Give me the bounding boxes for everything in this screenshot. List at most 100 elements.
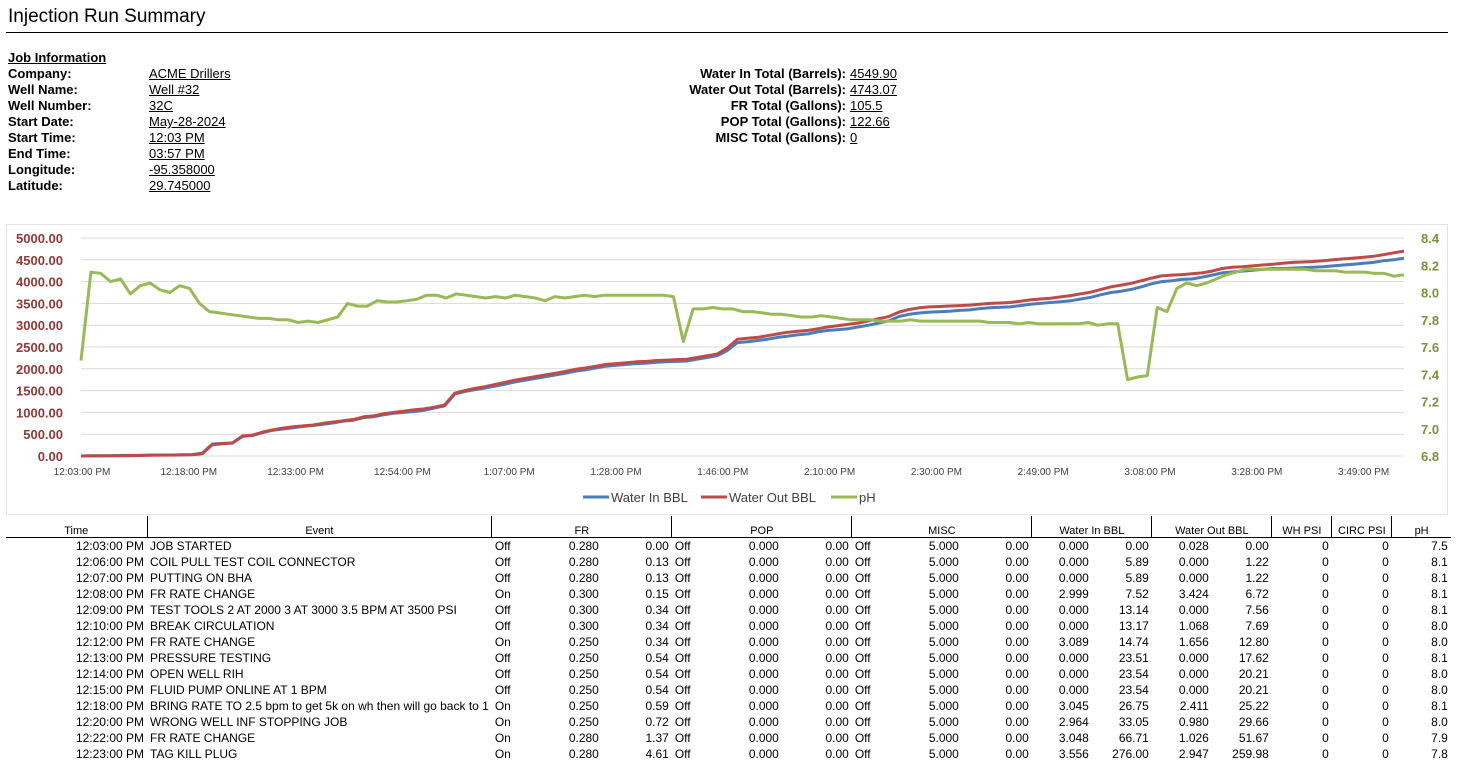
table-cell: 7.56 — [1245, 603, 1269, 617]
total-value[interactable]: 122.66 — [850, 114, 890, 129]
table-cell: 8.1 — [1431, 651, 1448, 665]
table-row: 12:15:00 PM FLUID PUMP ONLINE AT 1 BPM Off… — [6, 682, 1451, 698]
table-row: 12:13:00 PM PRESSURE TESTING Off 0.250 0.54 O… — [6, 650, 1451, 666]
table-cell: 1.22 — [1245, 555, 1269, 569]
table-cell: 0.00 — [825, 683, 849, 697]
x-tick-label: 3:28:00 PM — [1231, 467, 1282, 478]
y-right-tick-label: 7.0 — [1421, 422, 1439, 437]
table-cell: 12:10:00 PM — [75, 619, 144, 633]
job-field-value[interactable]: 29.745000 — [149, 178, 211, 193]
table-cell: Off — [674, 587, 691, 601]
table-cell: 0.300 — [568, 619, 599, 633]
table-cell: 12:14:00 PM — [75, 667, 144, 681]
table-cell: 0.00 — [825, 571, 849, 585]
y-right-tick-label: 6.8 — [1421, 449, 1439, 464]
table-cell: PRESSURE TESTING — [150, 651, 272, 665]
table-row: 12:06:00 PM COIL PULL TEST COIL CONNECTOR… — [6, 554, 1451, 570]
total-value[interactable]: 4743.07 — [850, 82, 897, 97]
table-cell: Off — [674, 747, 691, 761]
job-field-value[interactable]: Well #32 — [149, 82, 200, 97]
table-cell: JOB STARTED — [150, 539, 232, 553]
table-cell: 0 — [1382, 635, 1389, 649]
job-field-value[interactable]: ACME Drillers — [149, 66, 231, 81]
table-cell: Off — [854, 715, 871, 729]
table-cell: 0.000 — [748, 539, 779, 553]
job-information: Job Information Company: ACME Drillers Wel… — [8, 50, 231, 194]
y-right-tick-label: 7.8 — [1421, 313, 1439, 328]
table-cell: 5.000 — [928, 683, 959, 697]
table-cell: 2.947 — [1178, 747, 1209, 761]
table-cell: 0.000 — [1058, 603, 1089, 617]
table-cell: 5.89 — [1125, 555, 1149, 569]
job-field-value[interactable]: May-28-2024 — [149, 114, 226, 129]
table-cell: 0.00 — [1005, 731, 1029, 745]
table-cell: 0.00 — [825, 651, 849, 665]
table-cell: WRONG WELL INF STOPPING JOB — [150, 715, 348, 729]
job-field-value[interactable]: 12:03 PM — [149, 130, 205, 145]
table-cell: 0.00 — [825, 715, 849, 729]
table-cell: 1.37 — [645, 731, 669, 745]
table-cell: 7.69 — [1245, 619, 1269, 633]
total-value[interactable]: 0 — [850, 130, 858, 145]
table-cell: 0.00 — [825, 635, 849, 649]
table-row: 12:12:00 PM FR RATE CHANGE On 0.250 0.34 Off 0… — [6, 634, 1451, 650]
table-cell: 5.000 — [928, 699, 959, 713]
column-header: Event — [146, 516, 492, 538]
table-cell: Off — [674, 539, 691, 553]
job-field-value[interactable]: 03:57 PM — [149, 146, 205, 161]
table-cell: 7.8 — [1431, 747, 1448, 761]
table-cell: 0 — [1322, 571, 1329, 585]
title-divider — [6, 32, 1448, 33]
table-cell: 8.1 — [1431, 699, 1448, 713]
table-cell: 0.00 — [1005, 555, 1029, 569]
job-field-row: Well Name: Well #32 — [8, 82, 231, 98]
x-tick-label: 3:49:00 PM — [1338, 467, 1389, 478]
table-cell: 12:20:00 PM — [75, 715, 144, 729]
job-field-value[interactable]: -95.358000 — [149, 162, 215, 177]
table-cell: 1.068 — [1178, 619, 1209, 633]
table-cell: Off — [494, 539, 511, 553]
table-cell: 0.00 — [1005, 603, 1029, 617]
x-tick-label: 12:18:00 PM — [160, 467, 217, 478]
table-cell: 0.000 — [748, 619, 779, 633]
table-cell: 0.00 — [1125, 539, 1149, 553]
table-cell: Off — [854, 619, 871, 633]
table-cell: Off — [854, 635, 871, 649]
table-cell: On — [494, 715, 511, 729]
total-row: MISC Total (Gallons): 0 — [650, 130, 897, 146]
table-row: 12:22:00 PM FR RATE CHANGE On 0.280 1.37 Off 0… — [6, 730, 1451, 746]
table-cell: Off — [854, 651, 871, 665]
table-cell: 25.22 — [1238, 699, 1269, 713]
table-cell: 5.000 — [928, 619, 959, 633]
total-row: POP Total (Gallons): 122.66 — [650, 114, 897, 130]
table-cell: 8.1 — [1431, 555, 1448, 569]
table-cell: 0.00 — [825, 587, 849, 601]
table-cell: 0.280 — [568, 747, 599, 761]
total-value[interactable]: 105.5 — [850, 98, 883, 113]
table-cell: 7.9 — [1431, 731, 1448, 745]
table-cell: 0 — [1382, 619, 1389, 633]
job-field-value[interactable]: 32C — [149, 98, 173, 113]
job-field-row: Company: ACME Drillers — [8, 66, 231, 82]
table-cell: TEST TOOLS 2 AT 2000 3 AT 3000 3.5 BPM A… — [150, 603, 457, 617]
table-cell: On — [494, 587, 511, 601]
job-field-label: End Time: — [8, 146, 71, 161]
table-cell: 33.05 — [1118, 715, 1149, 729]
table-cell: 276.00 — [1112, 747, 1149, 761]
table-cell: 0.000 — [1058, 555, 1089, 569]
table-cell: 259.98 — [1232, 747, 1269, 761]
table-cell: 0.280 — [568, 731, 599, 745]
table-cell: 12:23:00 PM — [75, 747, 144, 761]
table-cell: 0.00 — [825, 619, 849, 633]
table-cell: 0.00 — [1005, 683, 1029, 697]
table-cell: 12:06:00 PM — [75, 555, 144, 569]
table-cell: FR RATE CHANGE — [150, 587, 256, 601]
table-cell: Off — [854, 683, 871, 697]
table-cell: Off — [854, 539, 871, 553]
total-value[interactable]: 4549.90 — [850, 66, 897, 81]
table-cell: 0.250 — [568, 667, 599, 681]
table-cell: 0.000 — [1058, 651, 1089, 665]
table-cell: 0.00 — [1005, 635, 1029, 649]
table-cell: 0.34 — [645, 603, 669, 617]
column-header: pH — [1391, 516, 1451, 538]
